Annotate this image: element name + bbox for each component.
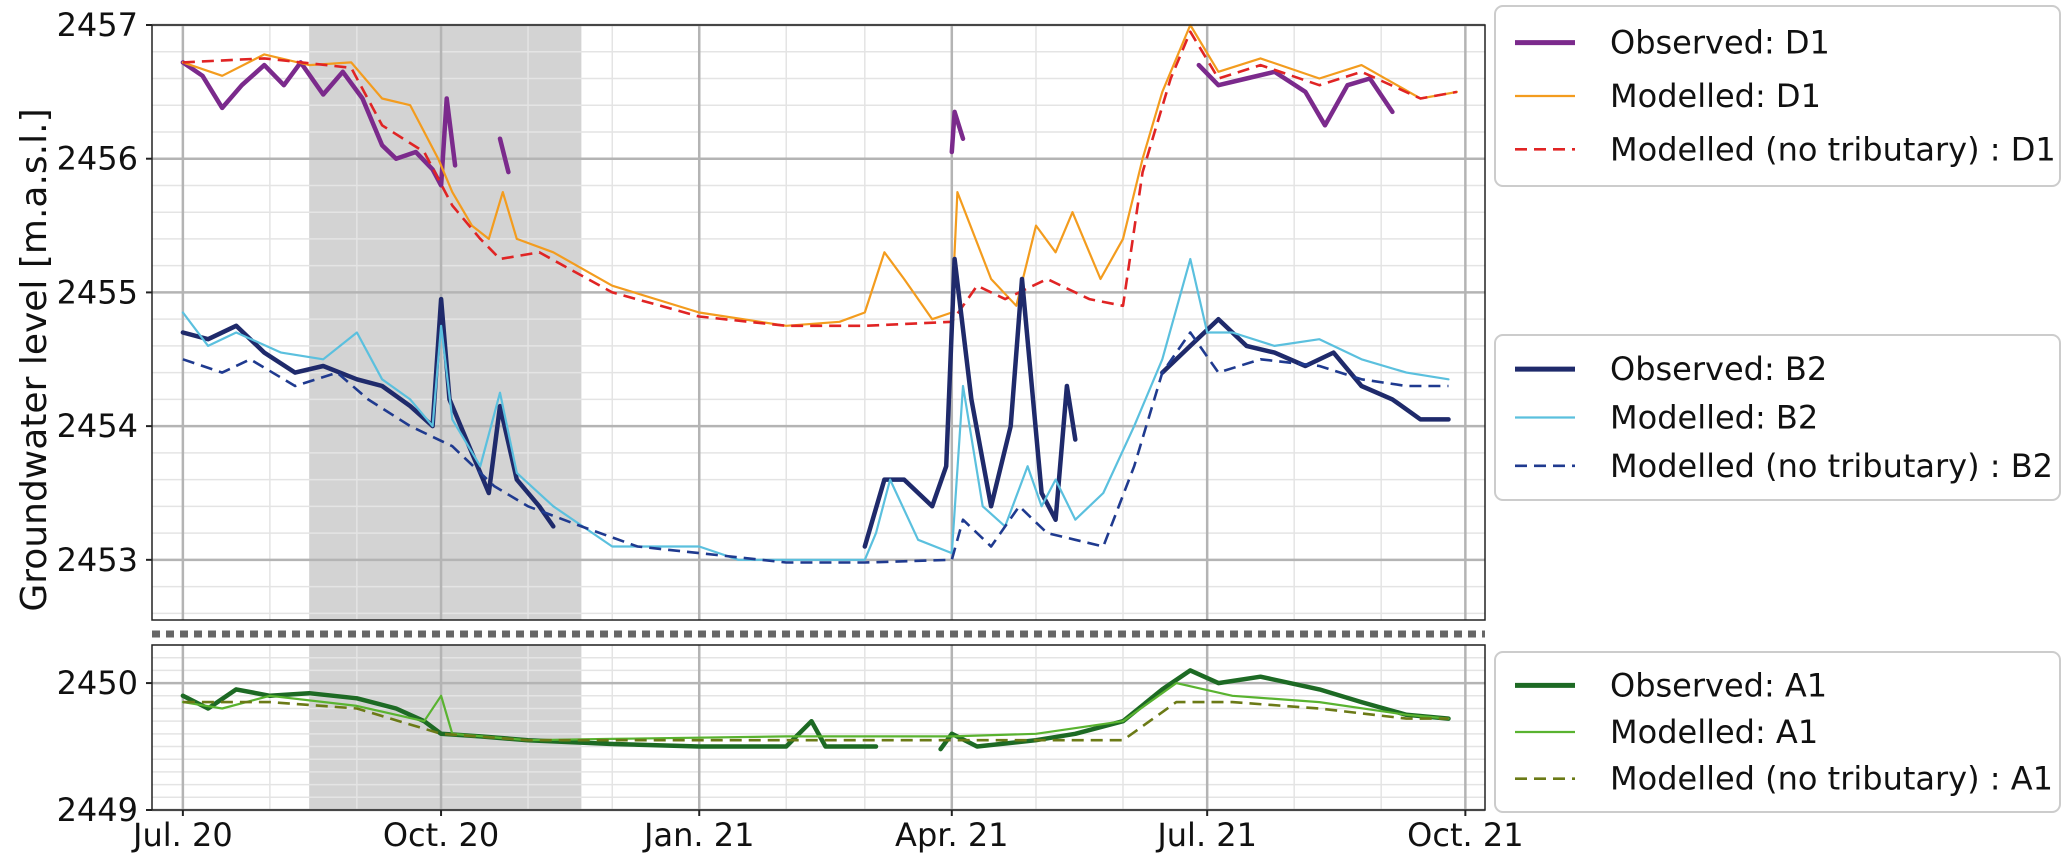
series-line-obs_d1-seg1 [497,136,511,175]
x-tick-label: Jul. 20 [131,816,233,854]
series-line-mod_a1-seg0 [181,682,1450,742]
legend-right-bottom: Observed: A1 Modelled: A1 Modelled (no tri… [1494,651,2061,813]
series-line-obs_b2-seg2 [1160,316,1451,422]
y-tick-label: 2454 [57,407,138,445]
y-tick-label: 2449 [57,791,138,829]
legend-frame [1494,5,2061,187]
x-tick-label: Oct. 20 [383,816,499,854]
series-line-obs_d1-seg3 [1196,62,1395,128]
shaded-period-panel-1 [309,645,582,810]
legend-label-mod_d1: Modelled: D1 [1610,77,1821,115]
series-line-obs_d1-seg2 [949,109,966,155]
legends-layer: Observed: D1 Modelled: D1 Modelled (no tri… [1494,5,2061,813]
legend-label-mod_b2: Modelled: B2 [1610,399,1818,437]
series-line-nt_d1-seg0 [182,30,1458,328]
y-tick-label: 2450 [57,664,138,702]
series-line-obs_b2-seg1 [862,256,1078,549]
x-tick-label: Apr. 21 [895,816,1008,854]
x-tick-label: Jan. 21 [642,816,754,854]
series-line-obs_b2-seg0 [180,296,556,529]
ticks-layer: 2453 2454 2455 2456 2457 2449 2450 Jul. 20 Oct. … [57,6,1524,854]
plot-frame-0 [151,24,1486,621]
series-line-obs_a1-seg1 [938,668,1451,752]
legend-label-nt_a1: Modelled (no tributary) : A1 [1610,760,2053,798]
legend-label-nt_b2: Modelled (no tributary) : B2 [1610,447,2053,485]
legend-right-middle: Observed: B2 Modelled: B2 Modelled (no tri… [1494,334,2061,501]
plot-frame-1 [151,644,1486,811]
series-line-obs_a1-seg0 [180,687,879,749]
y-axis-label: Groundwater level [m.a.s.l.] [14,108,55,611]
legend-frame [1494,651,2061,813]
legend-label-mod_a1: Modelled: A1 [1610,713,1818,751]
series-line-nt_b2-seg0 [182,331,1449,564]
series-layer [180,23,1458,752]
x-tick-label: Oct. 21 [1407,816,1523,854]
y-tick-label: 2455 [57,273,138,311]
series-line-mod_b2-seg0 [181,257,1450,561]
axes-frame-layer [151,24,1486,811]
legend-label-obs_b2: Observed: B2 [1610,350,1827,388]
series-line-mod_d1-seg0 [181,23,1458,327]
y-tick-label: 2457 [57,6,138,44]
legend-right-top: Observed: D1 Modelled: D1 Modelled (no tri… [1494,5,2061,187]
legend-label-nt_d1: Modelled (no tributary) : D1 [1610,130,2056,168]
legend-label-obs_a1: Observed: A1 [1610,666,1827,704]
x-tick-label: Jul. 21 [1155,816,1257,854]
legend-label-obs_d1: Observed: D1 [1610,24,1830,62]
legend-frame [1494,334,2061,501]
y-tick-label: 2453 [57,541,138,579]
y-tick-label: 2456 [57,140,138,178]
